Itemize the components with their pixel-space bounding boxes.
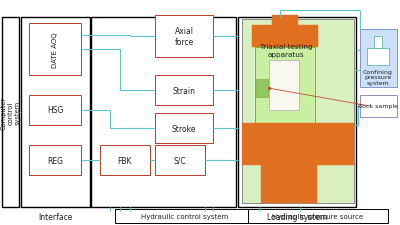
Bar — [256, 80, 268, 98]
Bar — [115, 209, 255, 223]
Bar — [269, 61, 299, 110]
Bar — [238, 18, 356, 207]
Bar — [367, 49, 389, 66]
Text: Loading system: Loading system — [267, 213, 327, 222]
Text: S/C: S/C — [174, 156, 186, 165]
Text: Triaxial testing
apparatus: Triaxial testing apparatus — [260, 44, 312, 57]
Text: Rock sample: Rock sample — [358, 104, 398, 109]
Bar — [252, 26, 318, 48]
Bar — [21, 18, 90, 207]
Bar — [29, 96, 81, 126]
Bar — [242, 124, 354, 165]
Bar — [360, 30, 397, 88]
Bar — [360, 96, 397, 117]
Bar — [155, 16, 213, 58]
Bar — [374, 37, 382, 49]
Bar — [155, 145, 205, 175]
Bar — [2, 18, 19, 207]
Text: Strain: Strain — [172, 86, 196, 95]
Bar — [261, 165, 317, 203]
Text: Interface: Interface — [38, 213, 72, 222]
Text: Computer
control
system: Computer control system — [0, 96, 20, 129]
Bar — [255, 48, 315, 124]
Text: Axial
force: Axial force — [174, 27, 194, 47]
Text: HSG: HSG — [47, 106, 63, 115]
Bar — [155, 76, 213, 106]
Text: Confining
pressure
system: Confining pressure system — [363, 69, 393, 86]
Bar — [29, 145, 81, 175]
Bar — [272, 16, 298, 26]
Text: FBK: FBK — [118, 156, 132, 165]
Text: Hydraulic control system: Hydraulic control system — [141, 213, 229, 219]
Bar — [100, 145, 150, 175]
Text: Hydraulic pressure source: Hydraulic pressure source — [272, 213, 364, 219]
Text: REG: REG — [47, 156, 63, 165]
Bar — [242, 20, 354, 203]
Text: DATE AOQ: DATE AOQ — [52, 32, 58, 68]
Bar — [248, 209, 388, 223]
Bar — [155, 113, 213, 143]
Bar — [91, 18, 236, 207]
Text: Stroke: Stroke — [172, 124, 196, 133]
Bar — [29, 24, 81, 76]
